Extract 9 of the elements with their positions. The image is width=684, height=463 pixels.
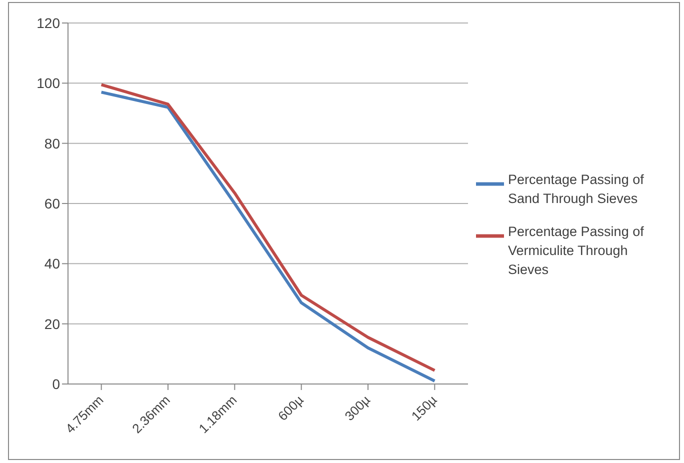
- y-tick-label: 100: [36, 75, 60, 92]
- legend-label: Percentage Passing of Sand Through Sieves: [508, 171, 645, 208]
- y-tick-label: 80: [44, 135, 60, 152]
- legend-label: Percentage Passing of Vermiculite Through Sieves: [508, 223, 645, 279]
- y-tick-label: 40: [44, 256, 60, 272]
- y-tick-label: 0: [52, 376, 60, 392]
- y-tick-label: 60: [44, 195, 60, 212]
- y-tick-label: 120: [36, 14, 60, 31]
- y-tick-label: 20: [44, 316, 60, 332]
